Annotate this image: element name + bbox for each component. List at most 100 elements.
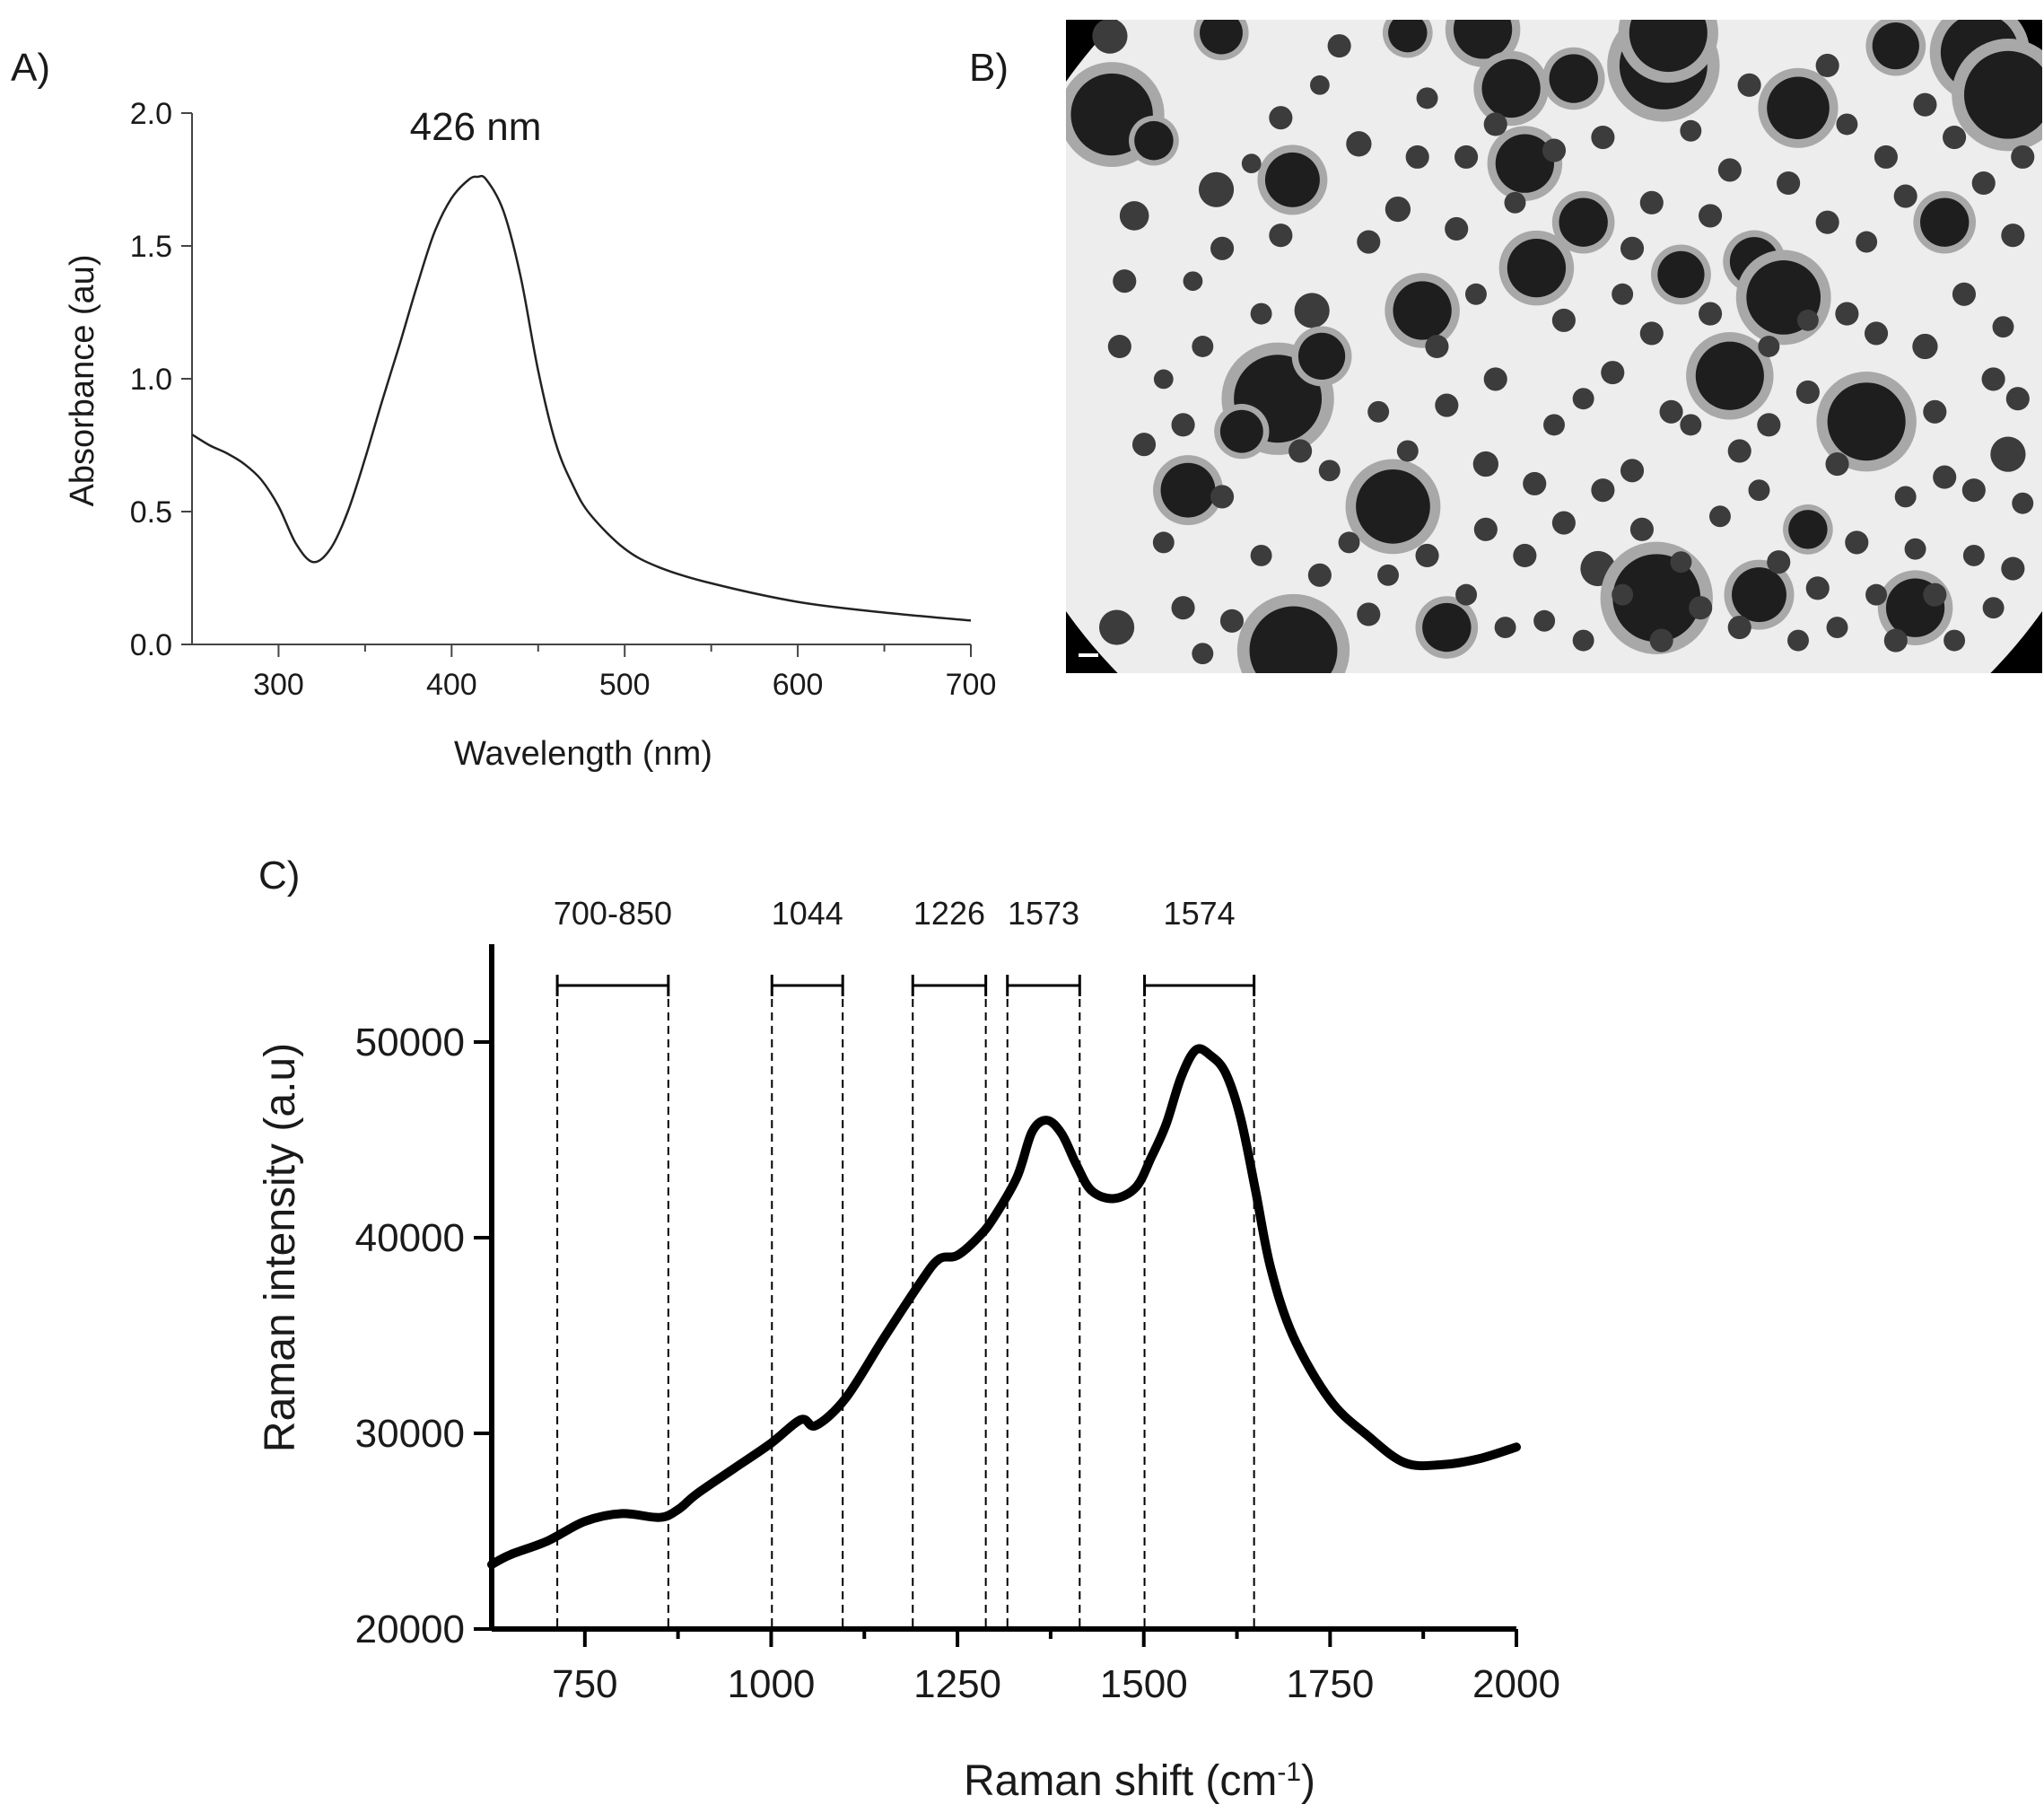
band-label: 1573 — [1008, 895, 1079, 932]
nanoparticle — [1963, 50, 2042, 139]
nanoparticle — [1551, 511, 1576, 535]
nanoparticle — [1971, 171, 1996, 196]
nanoparticle — [1982, 597, 2005, 619]
nanoparticle — [1680, 414, 1702, 436]
uv-vis-y-tick-label: 0.5 — [130, 495, 172, 530]
nanoparticle — [1393, 281, 1452, 340]
raman-axes — [489, 944, 1516, 1632]
nanoparticle — [1777, 171, 1801, 196]
nanoparticle — [1923, 582, 1947, 607]
nanoparticle — [1856, 231, 1878, 253]
nanoparticle — [1787, 629, 1809, 652]
nanoparticle — [1612, 283, 1634, 305]
nanoparticle — [1198, 171, 1235, 207]
nanoparticle — [1933, 465, 1957, 489]
nanoparticle — [1923, 399, 1947, 424]
nanoparticle — [1310, 74, 1330, 95]
nanoparticle — [1717, 158, 1742, 182]
nanoparticle — [1171, 596, 1195, 620]
nanoparticle — [1826, 617, 1848, 639]
nanoparticle — [1620, 236, 1645, 260]
uv-vis-y-tick-label: 1.5 — [130, 230, 172, 264]
raman-panel: C) 700-850 1044 1226 1573 1574 750 1000 1250 15… — [257, 854, 1560, 1805]
nanoparticle — [1990, 436, 2026, 472]
raman-x-title-sup: -1 — [1277, 1757, 1301, 1787]
panel-c-label: C) — [258, 854, 300, 898]
nanoparticle — [1494, 617, 1516, 639]
nanoparticle — [1639, 321, 1664, 346]
band-region: 1573 — [1006, 895, 1081, 1629]
uv-vis-y-tick-label: 1.0 — [130, 363, 172, 397]
band-region: 1226 — [911, 895, 988, 1629]
nanoparticles — [1066, 20, 2042, 673]
nanoparticle — [1297, 332, 1346, 381]
nanoparticle — [1845, 530, 1869, 555]
nanoparticle — [1288, 439, 1313, 463]
band-label: 1044 — [772, 895, 843, 932]
raman-y-tick-label: 30000 — [355, 1412, 465, 1456]
nanoparticle — [1307, 563, 1332, 587]
raman-x-title-main: Raman shift (cm — [964, 1757, 1277, 1805]
nanoparticle — [1377, 564, 1400, 586]
raman-y-tick-label: 40000 — [355, 1216, 465, 1260]
nanoparticle — [1192, 643, 1214, 665]
nanoparticle — [1767, 550, 1791, 574]
nanoparticle — [1680, 119, 1702, 142]
nanoparticle — [1659, 399, 1683, 424]
nanoparticle — [1241, 153, 1262, 174]
nanoparticle — [1591, 125, 1615, 150]
uv-vis-x-tick-label: 400 — [426, 668, 477, 702]
nanoparticle — [1425, 334, 1449, 359]
nanoparticle — [1836, 113, 1858, 136]
nanoparticle — [1551, 308, 1576, 332]
raman-x-title-end: ) — [1301, 1757, 1315, 1805]
nanoparticle — [1513, 543, 1537, 568]
nanoparticle — [1670, 551, 1692, 574]
nanoparticle — [1435, 393, 1459, 417]
tem-panel: B) — [969, 20, 2042, 673]
nanoparticle — [1454, 145, 1479, 169]
raman-spectrum-line — [487, 1044, 1521, 1570]
nanoparticle — [1727, 615, 1751, 640]
uv-vis-x-tick-label: 600 — [773, 668, 824, 702]
nanoparticle — [1767, 76, 1830, 140]
nanoparticle — [1495, 134, 1554, 193]
nanoparticle — [1612, 583, 1634, 606]
nanoparticle — [1318, 460, 1341, 482]
raman-x-tick-label: 1750 — [1286, 1662, 1374, 1706]
nanoparticle — [1473, 517, 1498, 541]
nanoparticle — [1874, 145, 1898, 169]
nanoparticle — [1835, 302, 1859, 326]
nanoparticle — [1961, 478, 1986, 503]
nanoparticle — [1098, 609, 1135, 645]
nanoparticle — [1788, 510, 1828, 549]
nanoparticle — [1464, 283, 1487, 305]
nanoparticle — [1748, 479, 1770, 502]
nanoparticle — [1904, 538, 1926, 560]
nanoparticle — [1445, 216, 1469, 241]
uv-vis-x-tick-label: 700 — [946, 668, 997, 702]
nanoparticle — [1629, 517, 1654, 541]
nanoparticle — [1920, 197, 1970, 247]
nanoparticle — [1405, 145, 1429, 169]
nanoparticle — [1455, 583, 1478, 606]
nanoparticle — [2012, 492, 2034, 514]
nanoparticle — [1805, 576, 1830, 600]
tem-micrograph — [1066, 20, 2042, 673]
nanoparticle — [1992, 316, 2014, 338]
nanoparticle — [1483, 367, 1507, 391]
uv-vis-y-axis-title: Absorbance (au) — [64, 255, 101, 507]
nanoparticle — [1153, 369, 1174, 390]
raman-x-axis-title: Raman shift (cm-1) — [964, 1757, 1315, 1806]
nanoparticle — [1134, 120, 1174, 161]
nanoparticle — [1388, 20, 1428, 53]
nanoparticle — [1549, 54, 1598, 103]
nanoparticle — [1732, 567, 1786, 623]
nanoparticle — [1695, 341, 1764, 410]
nanoparticle — [1795, 380, 1820, 405]
nanoparticle — [1543, 414, 1565, 436]
band-region: 700-850 — [554, 895, 672, 1629]
nanoparticle — [1385, 196, 1411, 223]
nanoparticle — [1092, 20, 1128, 54]
